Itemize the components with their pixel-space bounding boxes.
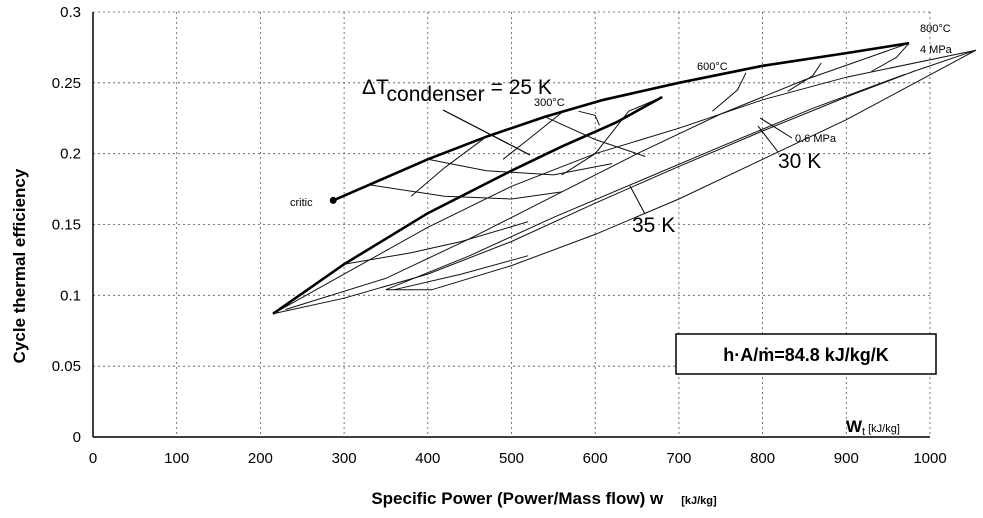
- series-layer: [272, 41, 977, 315]
- label-30k: 30 K: [778, 150, 821, 173]
- critic-label: critic: [290, 197, 313, 209]
- axes: [92, 12, 930, 438]
- series-line: [431, 49, 977, 291]
- series-line: [544, 116, 646, 157]
- series-line: [344, 221, 529, 265]
- label-300c: 300°C: [534, 97, 565, 109]
- x-tick-label: 200: [248, 450, 273, 467]
- series-line: [332, 41, 910, 202]
- parameter-box-text: h·A/ṁ=84.8 kJ/kg/K: [723, 345, 889, 365]
- series-line: [712, 72, 747, 112]
- series-line: [561, 96, 663, 176]
- x-tick-label: 0: [89, 450, 97, 467]
- y-tick-label: 0.05: [52, 358, 81, 375]
- label-4mpa: 4 MPa: [920, 44, 953, 56]
- x-tick-label: 400: [415, 450, 440, 467]
- y-tick-label: 0.15: [52, 217, 81, 234]
- 30k-leader: [757, 125, 779, 153]
- series-line: [385, 73, 906, 291]
- y-tick-label: 0.1: [60, 287, 81, 304]
- y-tick-label: 0: [73, 429, 81, 446]
- series-line: [410, 136, 487, 197]
- label-06mpa: 0.6 MPa: [795, 133, 837, 145]
- y-axis-title: Cycle thermal efficiency: [10, 168, 29, 363]
- series-line: [394, 255, 529, 291]
- x-tick-label: 100: [164, 450, 189, 467]
- x-tick-label: 1000: [913, 450, 946, 467]
- delta-t-leader: [442, 109, 531, 156]
- 35k-leader: [629, 185, 646, 215]
- tick-labels: 0 100 200 300 400 500 600 700 800 900 1000 0 0.05 0.1…: [52, 4, 947, 467]
- delta-t-label: ΔTcondenser = 25 K: [362, 76, 552, 106]
- series-line: [285, 42, 910, 310]
- series-line: [787, 62, 822, 92]
- label-35k: 35 K: [632, 214, 675, 237]
- critic-point: [329, 196, 337, 204]
- x-tick-label: 900: [834, 450, 859, 467]
- inner-x-label: Wt [kJ/kg]: [846, 417, 900, 438]
- series-line: [369, 184, 562, 200]
- y-tick-label: 0.25: [52, 75, 81, 92]
- series-line: [871, 42, 910, 72]
- x-tick-label: 300: [332, 450, 357, 467]
- series-line: [427, 158, 612, 176]
- parameter-box: [675, 333, 937, 375]
- series-line: [578, 110, 600, 126]
- x-tick-label: 600: [583, 450, 608, 467]
- label-600c: 600°C: [697, 61, 728, 73]
- 06mpa-leader: [759, 117, 793, 139]
- x-axis-title: Specific Power (Power/Mass flow) w [kJ/kg…: [371, 489, 717, 508]
- y-tick-label: 0.2: [60, 146, 81, 163]
- label-800c: 800°C: [920, 23, 951, 35]
- x-tick-label: 800: [750, 450, 775, 467]
- x-tick-label: 500: [499, 450, 524, 467]
- series-line: [272, 49, 977, 315]
- series-line: [502, 112, 563, 160]
- x-tick-label: 700: [666, 450, 691, 467]
- y-tick-label: 0.3: [60, 4, 81, 21]
